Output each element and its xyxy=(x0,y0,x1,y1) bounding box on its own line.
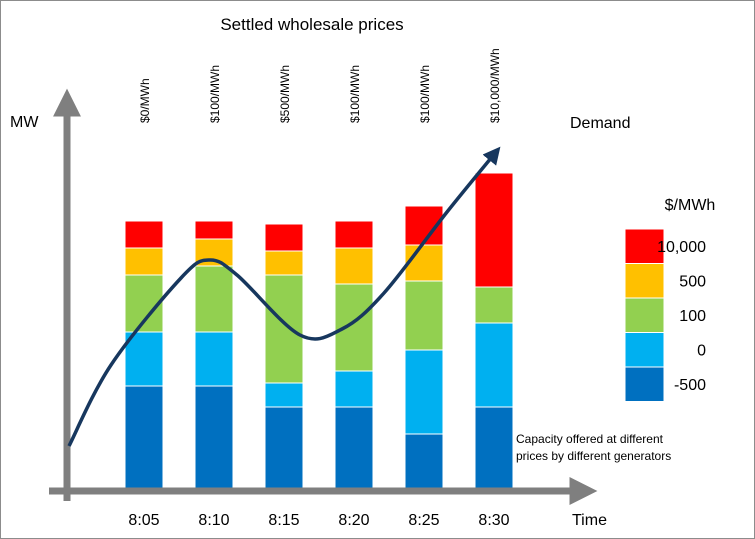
bar-segment-100 xyxy=(194,265,234,333)
bar-segment--500 xyxy=(334,406,374,492)
settled-price-label: $100/MWh xyxy=(348,65,362,123)
bar-segment-10000 xyxy=(474,172,514,288)
price-legend: $/MWh 10,000 500 100 0 -500 xyxy=(624,197,716,402)
bar-segment-0 xyxy=(474,322,514,408)
x-tick-labels: 8:05 8:10 8:15 8:20 8:25 8:30 xyxy=(128,512,509,529)
legend-swatch-500 xyxy=(624,263,665,299)
bar-815 xyxy=(264,223,304,492)
chart-title: Settled wholesale prices xyxy=(220,15,403,34)
bar-segment-0 xyxy=(194,331,234,387)
bar-segment-100 xyxy=(264,274,304,384)
stacked-bars xyxy=(124,172,514,492)
demand-label: Demand xyxy=(570,115,630,132)
legend-label: 500 xyxy=(679,274,706,291)
bar-825 xyxy=(404,205,444,492)
bar-segment-500 xyxy=(334,247,374,285)
x-tick-label: 8:30 xyxy=(478,512,509,529)
bar-820 xyxy=(334,220,374,492)
legend-label: 0 xyxy=(697,343,706,360)
y-axis-label: MW xyxy=(10,114,39,131)
x-tick-label: 8:25 xyxy=(408,512,439,529)
bar-segment-0 xyxy=(404,349,444,435)
settled-price-label: $10,000/MWh xyxy=(488,48,502,123)
x-tick-label: 8:10 xyxy=(198,512,229,529)
bar-segment-500 xyxy=(404,244,444,282)
bar-segment-100 xyxy=(474,286,514,324)
bar-segment-10000 xyxy=(194,220,234,240)
bar-830 xyxy=(474,172,514,492)
legend-swatch-10000 xyxy=(624,228,665,264)
legend-swatch-0 xyxy=(624,332,665,368)
x-axis-label: Time xyxy=(572,512,607,529)
settled-price-label: $0/MWh xyxy=(138,78,152,123)
legend-swatch-100 xyxy=(624,297,665,333)
legend-title: $/MWh xyxy=(665,197,716,214)
bar-810 xyxy=(194,220,234,492)
bar-segment--500 xyxy=(474,406,514,492)
bar-805 xyxy=(124,220,164,492)
bar-segment-0 xyxy=(124,331,164,387)
bar-segment-0 xyxy=(334,370,374,408)
bar-segment-100 xyxy=(404,280,444,351)
bar-segment-10000 xyxy=(124,220,164,249)
settled-price-label: $100/MWh xyxy=(418,65,432,123)
x-tick-label: 8:15 xyxy=(268,512,299,529)
legend-label: -500 xyxy=(674,377,706,394)
settled-price-label: $100/MWh xyxy=(208,65,222,123)
bar-segment--500 xyxy=(194,385,234,492)
legend-label: 100 xyxy=(679,308,706,325)
settled-price-label: $500/MWh xyxy=(278,65,292,123)
capacity-note-line-1: Capacity offered at different xyxy=(516,432,664,446)
bar-segment-10000 xyxy=(334,220,374,249)
legend-swatch--500 xyxy=(624,366,665,402)
bar-segment--500 xyxy=(404,433,444,492)
demand-series-line xyxy=(67,146,501,447)
settled-price-labels: $0/MWh $100/MWh $500/MWh $100/MWh $100/MWh $1… xyxy=(138,48,502,123)
x-tick-label: 8:20 xyxy=(338,512,369,529)
x-tick-label: 8:05 xyxy=(128,512,159,529)
bar-segment--500 xyxy=(124,385,164,492)
bar-segment-500 xyxy=(124,247,164,276)
capacity-note-line-2: prices by different generators xyxy=(516,449,671,463)
bar-segment-0 xyxy=(264,382,304,408)
bar-segment-500 xyxy=(264,250,304,276)
bar-segment-10000 xyxy=(264,223,304,252)
capacity-note: Capacity offered at different prices by … xyxy=(516,432,671,463)
bar-segment--500 xyxy=(264,406,304,492)
legend-label: 10,000 xyxy=(657,239,706,256)
bar-segment-100 xyxy=(334,283,374,372)
